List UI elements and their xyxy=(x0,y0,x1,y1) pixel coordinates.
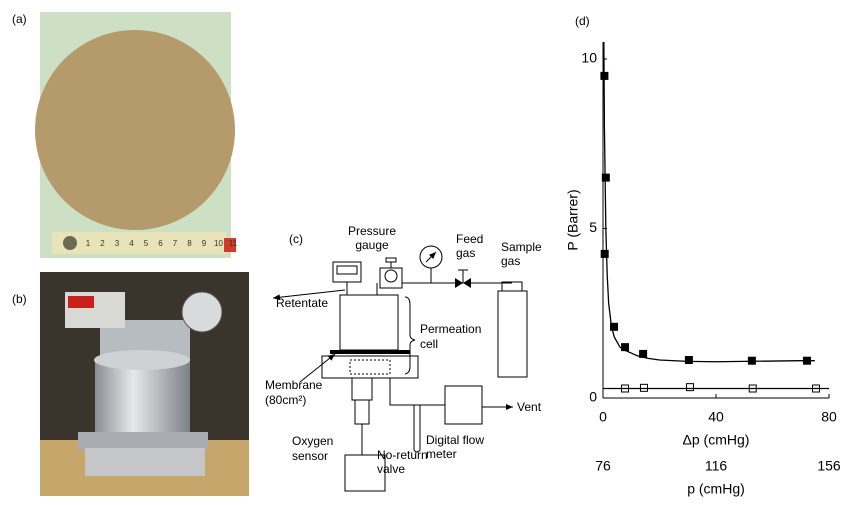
ruler-label: 4 xyxy=(129,239,134,248)
ruler-label: 3 xyxy=(115,239,120,248)
diagram-label: Feed xyxy=(456,232,483,246)
diagram-label: Pressure xyxy=(348,224,396,238)
x-tick-label: 80 xyxy=(821,409,837,425)
ruler-label: 9 xyxy=(202,239,207,248)
x-axis-title: Δp (cmHg) xyxy=(683,432,750,448)
x-tick-label: 40 xyxy=(708,409,724,425)
ruler-label: 6 xyxy=(158,239,163,248)
diagram-label: meter xyxy=(426,447,457,461)
y-tick-label: 5 xyxy=(589,219,597,235)
x2-tick-label: 76 xyxy=(595,458,611,474)
photo-a xyxy=(35,12,236,258)
diagram-label: Retentate xyxy=(276,296,328,310)
data-point xyxy=(685,357,692,364)
ruler-label: 1 xyxy=(86,239,91,248)
diagram-label: No-return xyxy=(377,448,428,462)
diagram-label: cell xyxy=(420,337,438,351)
data-point xyxy=(687,384,694,391)
photo-b xyxy=(40,272,249,496)
figure: (a) (b) xyxy=(0,0,849,500)
x2-tick-label: 116 xyxy=(705,458,728,474)
diagram-label: valve xyxy=(377,462,405,476)
x2-axis-title: p (cmHg) xyxy=(687,481,745,497)
x-tick-label: 0 xyxy=(599,409,607,425)
ruler-label: 2 xyxy=(100,239,105,248)
diagram-label: Oxygen xyxy=(292,434,333,448)
diagram-label: Membrane xyxy=(265,378,323,392)
ruler-label: 7 xyxy=(173,239,178,248)
diagram-label: Digital flow xyxy=(426,433,484,447)
y-tick-label: 10 xyxy=(581,50,597,66)
diagram-label: gas xyxy=(501,254,520,268)
y-tick-label: 0 xyxy=(589,389,597,405)
diagram-label: gas xyxy=(456,246,475,260)
ruler-label: 8 xyxy=(187,239,192,248)
ruler-label: 5 xyxy=(144,239,149,248)
diagram-label: gauge xyxy=(355,238,389,252)
y-axis-title: P (Barrer) xyxy=(565,189,581,250)
diagram-label: Sample xyxy=(501,240,542,254)
diagram-label: Vent xyxy=(517,400,542,414)
diagram-label: Permeation xyxy=(420,322,481,336)
panel-label: (c) xyxy=(289,232,303,246)
panel-label: (b) xyxy=(12,292,27,306)
ruler-label: 10 xyxy=(214,239,223,248)
ruler-label: 11 xyxy=(229,239,238,248)
fit-line xyxy=(604,42,815,362)
diagram-label: (80cm²) xyxy=(265,393,306,407)
x2-tick-label: 156 xyxy=(817,458,841,474)
data-point xyxy=(640,384,647,391)
diagram-label: sensor xyxy=(292,449,328,463)
panel-label: (a) xyxy=(12,12,27,26)
panel-label: (d) xyxy=(575,14,590,28)
data-point xyxy=(602,174,609,181)
